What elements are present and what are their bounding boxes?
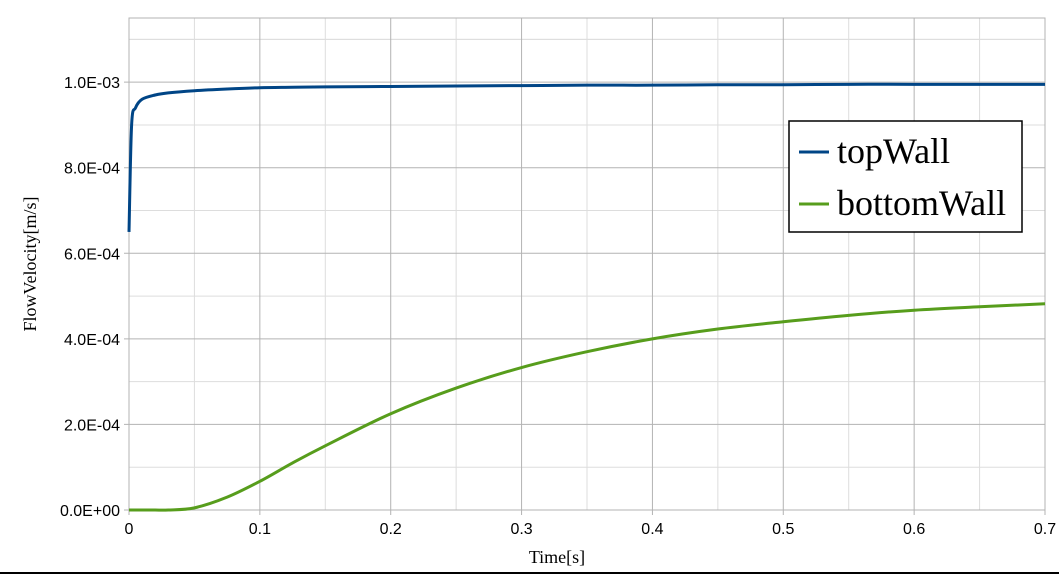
x-tick-label: 0.3	[510, 521, 532, 538]
legend-box	[788, 120, 1023, 233]
x-tick-label: 0.1	[249, 521, 271, 538]
legend-label-topwall: topWall	[837, 131, 950, 171]
major-gridlines	[124, 18, 1046, 515]
y-tick-label: 4.0E-04	[64, 332, 120, 349]
x-tick-label: 0.2	[380, 521, 402, 538]
data-series	[127, 82, 1046, 512]
series-line-topwall	[127, 82, 1045, 232]
series-line-bottomwall	[129, 302, 1046, 512]
y-tick-label: 1.0E-03	[64, 75, 120, 92]
x-tick-label: 0.6	[903, 521, 925, 538]
x-tick-label: 0.5	[772, 521, 794, 538]
plot-area-border	[128, 17, 1046, 511]
x-axis-ticks: 0 0.1 0.2 0.3 0.4 0.5 0.6 0.7	[125, 521, 1057, 538]
y-axis-label: FlowVelocity[m/s]	[20, 197, 40, 332]
x-tick-label: 0	[125, 521, 134, 538]
x-axis-label: Time[s]	[529, 547, 585, 567]
y-tick-label: 0.0E+00	[60, 503, 120, 520]
y-tick-label: 8.0E-04	[64, 161, 120, 178]
y-axis-ticks: 0.0E+00 2.0E-04 4.0E-04 6.0E-04 8.0E-04 1.0E-…	[60, 75, 120, 520]
minor-gridlines	[129, 18, 1045, 510]
x-tick-label: 0.7	[1034, 521, 1056, 538]
legend-label-bottomwall: bottomWall	[837, 183, 1006, 223]
y-tick-label: 2.0E-04	[64, 417, 120, 434]
legend: topWall bottomWall	[788, 120, 1023, 233]
y-tick-label: 6.0E-04	[64, 246, 120, 263]
bottom-border	[0, 572, 1059, 574]
x-tick-label: 0.4	[641, 521, 663, 538]
